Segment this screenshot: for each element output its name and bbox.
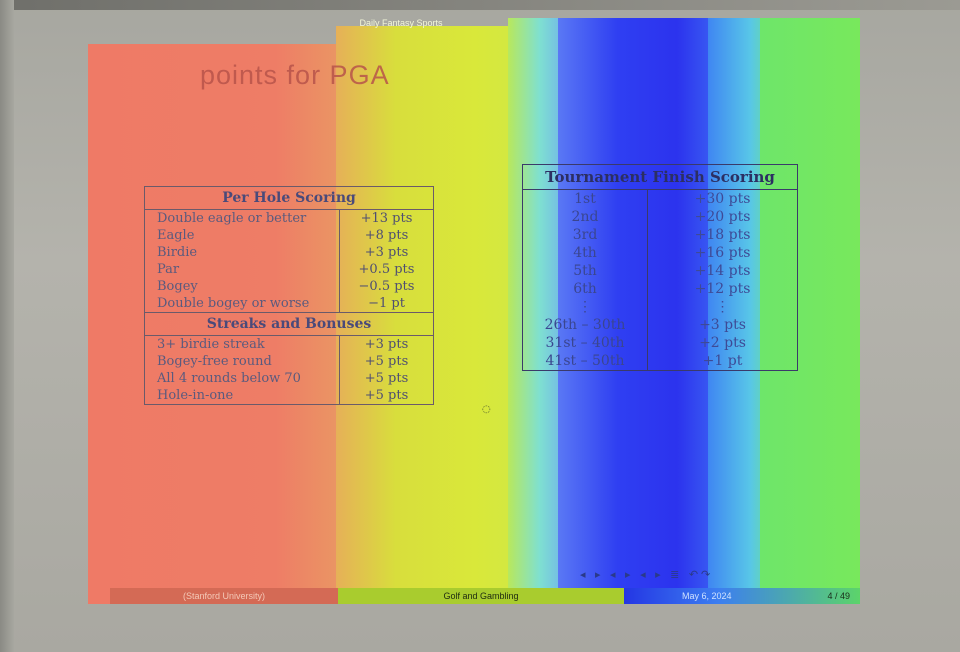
finish-points: +12 pts (647, 280, 798, 298)
table-row: 3+ birdie streak +3 pts (144, 335, 434, 353)
tournament-finish-table: Tournament Finish Scoring 1st +30 pts 2nd… (522, 164, 798, 371)
row-value: +3 pts (339, 335, 434, 353)
row-value: +13 pts (339, 209, 434, 227)
row-value: +5 pts (339, 353, 434, 370)
streaks-heading: Streaks and Bonuses (144, 312, 434, 336)
finish-heading: Tournament Finish Scoring (522, 164, 798, 190)
finish-place: 2nd (522, 208, 648, 226)
finish-points: +18 pts (647, 226, 798, 244)
finish-place: 5th (522, 262, 648, 280)
table-row: Bogey-free round +5 pts (144, 353, 434, 370)
finish-points: +1 pt (647, 352, 798, 371)
table-row: Par +0.5 pts (144, 261, 434, 278)
row-label: Double bogey or worse (144, 295, 340, 313)
table-row: ⋮ ⋮ (522, 298, 798, 316)
finish-place: 31st – 40th (522, 334, 648, 352)
finish-points: +20 pts (647, 208, 798, 226)
finish-points: +3 pts (647, 316, 798, 334)
table-row: Double bogey or worse −1 pt (144, 295, 434, 313)
row-label: Eagle (144, 227, 340, 244)
row-value: +0.5 pts (339, 261, 434, 278)
finish-place: 26th – 30th (522, 316, 648, 334)
table-row: 26th – 30th +3 pts (522, 316, 798, 334)
finish-place: 4th (522, 244, 648, 262)
finish-points: +2 pts (647, 334, 798, 352)
table-row: 5th +14 pts (522, 262, 798, 280)
row-value: +5 pts (339, 370, 434, 387)
table-row: 31st – 40th +2 pts (522, 334, 798, 352)
slide-title: points for PGA (200, 60, 390, 90)
row-label: All 4 rounds below 70 (144, 370, 340, 387)
per-hole-heading: Per Hole Scoring (144, 186, 434, 210)
row-value: −0.5 pts (339, 278, 434, 295)
row-label: Par (144, 261, 340, 278)
table-row: 1st +30 pts (522, 189, 798, 208)
row-value: +8 pts (339, 227, 434, 244)
finish-place: 6th (522, 280, 648, 298)
footer-page-number: 4 / 49 (827, 591, 850, 601)
wall-edge (0, 0, 14, 652)
slide-footer: (Stanford University) Golf and Gambling … (110, 588, 860, 604)
finish-points: ⋮ (647, 298, 798, 316)
finish-points: +30 pts (647, 189, 798, 208)
footer-right-box: May 6, 2024 4 / 49 (624, 588, 860, 604)
row-label: 3+ birdie streak (144, 335, 340, 353)
beamer-navigation-icons[interactable]: ◂ ▸ ◂ ▸ ◂ ▸ ≣ ↶↷ (580, 568, 714, 581)
finish-place: 1st (522, 189, 648, 208)
table-row: 6th +12 pts (522, 280, 798, 298)
footer-talk-title: Golf and Gambling (338, 588, 624, 604)
footer-author: (Stanford University) (110, 588, 338, 604)
finish-points: +14 pts (647, 262, 798, 280)
table-row: Hole-in-one +5 pts (144, 387, 434, 405)
slide-header: Daily Fantasy Sports (359, 18, 443, 28)
row-label: Double eagle or better (144, 209, 340, 227)
finish-place: 41st – 50th (522, 352, 648, 371)
row-label: Hole-in-one (144, 387, 340, 405)
finish-place: ⋮ (522, 298, 648, 316)
row-label: Birdie (144, 244, 340, 261)
table-row: All 4 rounds below 70 +5 pts (144, 370, 434, 387)
table-row: Eagle +8 pts (144, 227, 434, 244)
table-row: 4th +16 pts (522, 244, 798, 262)
table-row: Birdie +3 pts (144, 244, 434, 261)
row-value: −1 pt (339, 295, 434, 313)
finish-place: 3rd (522, 226, 648, 244)
finish-points: +16 pts (647, 244, 798, 262)
table-row: 2nd +20 pts (522, 208, 798, 226)
table-row: Double eagle or better +13 pts (144, 209, 434, 227)
row-label: Bogey-free round (144, 353, 340, 370)
row-value: +3 pts (339, 244, 434, 261)
table-row: 3rd +18 pts (522, 226, 798, 244)
table-row: Bogey −0.5 pts (144, 278, 434, 295)
projector-top-strip (0, 0, 960, 10)
footer-date: May 6, 2024 (682, 591, 732, 601)
per-hole-scoring-table: Per Hole Scoring Double eagle or better +… (144, 186, 434, 405)
row-value: +5 pts (339, 387, 434, 405)
mouse-cursor-icon: ◌ (482, 404, 491, 415)
table-row: 41st – 50th +1 pt (522, 352, 798, 371)
row-label: Bogey (144, 278, 340, 295)
